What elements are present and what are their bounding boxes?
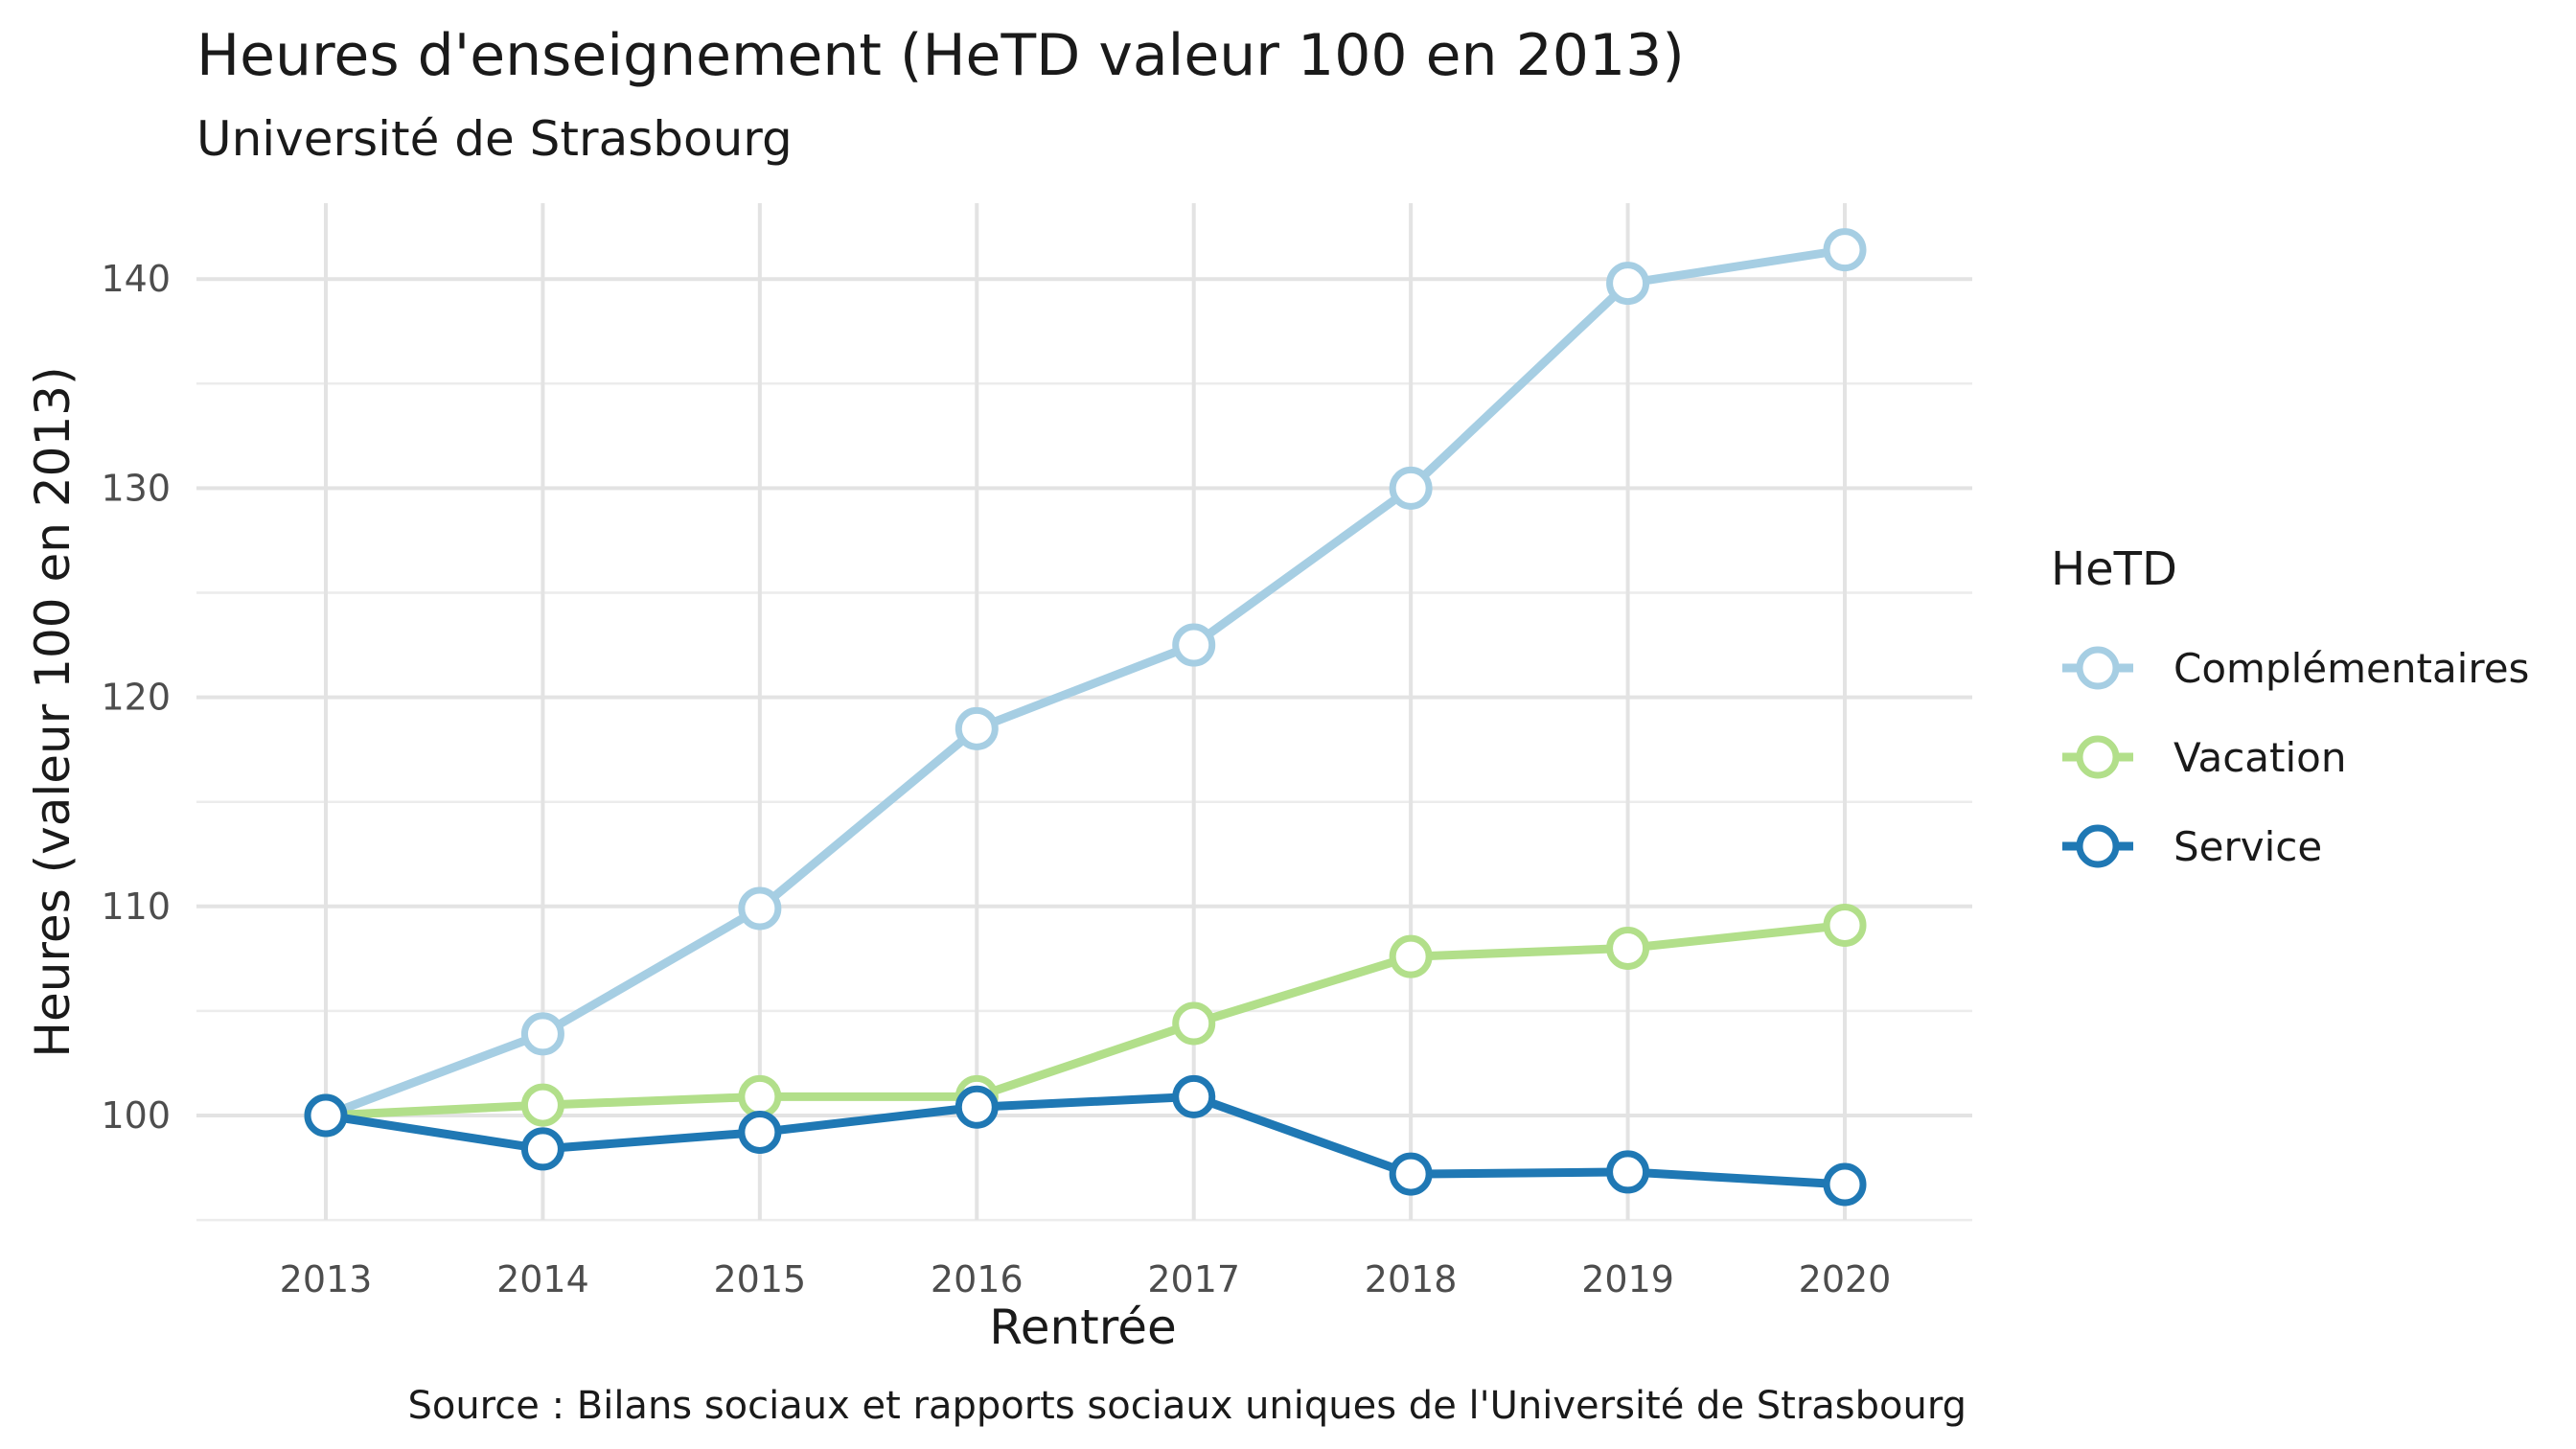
series-line (321, 920, 1850, 1120)
legend-key-point (2076, 824, 2120, 868)
chart-title: Heures d'enseignement (HeTD valeur 100 e… (196, 22, 1685, 89)
data-point (738, 1074, 782, 1118)
y-tick-label: 120 (101, 677, 171, 719)
data-point (1606, 262, 1650, 306)
x-tick-label: 2013 (280, 1258, 373, 1300)
x-tick-label: 2019 (1581, 1258, 1674, 1300)
data-point (520, 1127, 564, 1171)
x-tick-labels: 2013 2014 2015 2016 2017 2018 2019 2020 (280, 1258, 1892, 1300)
legend-label: Complémentaires (2174, 645, 2529, 692)
legend-entry: Service (2062, 823, 2322, 870)
data-point (1172, 623, 1216, 667)
y-tick-label: 140 (101, 258, 171, 300)
data-point (1823, 903, 1867, 947)
series-line (321, 1092, 1850, 1189)
y-tick-label: 100 (101, 1094, 171, 1137)
data-point (1172, 1001, 1216, 1046)
y-tick-label: 130 (101, 467, 171, 509)
data-point (954, 706, 999, 750)
data-point (1389, 1152, 1433, 1196)
data-point (520, 1083, 564, 1127)
legend-entry: Complémentaires (2062, 645, 2529, 692)
series-2 (304, 1074, 1867, 1207)
data-point (1389, 466, 1433, 510)
x-tick-label: 2016 (931, 1258, 1024, 1300)
data-point (1606, 926, 1650, 970)
chart-subtitle: Université de Strasbourg (196, 111, 793, 167)
y-tick-labels: 100 110 120 130 140 (101, 258, 171, 1137)
data-point (738, 1110, 782, 1154)
series-0 (304, 228, 1867, 1138)
chart-caption: Source : Bilans sociaux et rapports soci… (407, 1384, 1966, 1428)
x-tick-label: 2015 (714, 1258, 807, 1300)
x-tick-label: 2017 (1147, 1258, 1240, 1300)
y-axis-title: Heures (valeur 100 en 2013) (25, 366, 80, 1057)
x-axis-title: Rentrée (989, 1300, 1177, 1355)
data-point (1606, 1150, 1650, 1194)
legend-entry: Vacation (2062, 734, 2347, 781)
series-layer (304, 228, 1867, 1207)
data-point (954, 1085, 999, 1129)
data-point (738, 886, 782, 931)
y-tick-label: 110 (101, 886, 171, 928)
legend-title: HeTD (2051, 542, 2177, 596)
data-point (520, 1012, 564, 1056)
x-tick-label: 2018 (1365, 1258, 1458, 1300)
data-point (1172, 1074, 1216, 1118)
legend-label: Service (2174, 823, 2322, 870)
legend-label: Vacation (2174, 734, 2347, 781)
data-point (1389, 934, 1433, 978)
legend: HeTD Complémentaires Vacation Service (2051, 542, 2529, 870)
legend-key-point (2076, 735, 2120, 779)
legend-key-point (2076, 646, 2120, 690)
x-tick-label: 2014 (496, 1258, 589, 1300)
data-point (304, 1093, 348, 1138)
x-tick-label: 2020 (1799, 1258, 1892, 1300)
data-point (1823, 228, 1867, 272)
series-line (321, 245, 1850, 1120)
data-point (1823, 1162, 1867, 1207)
